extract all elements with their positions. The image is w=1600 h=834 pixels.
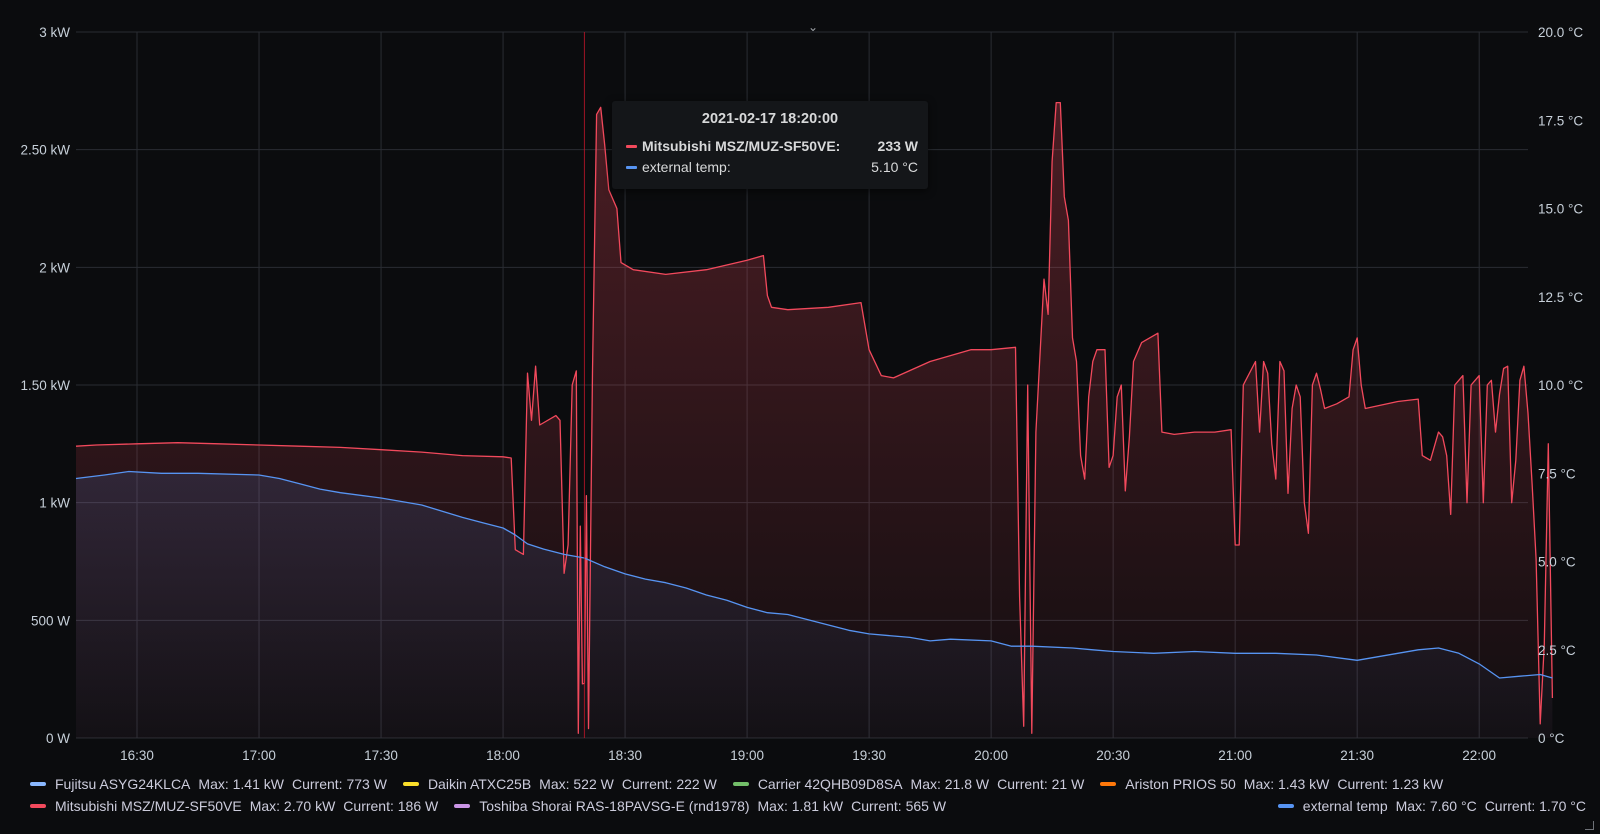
legend-series-name: Toshiba Shorai RAS-18PAVSG-E (rnd1978) bbox=[479, 798, 750, 814]
legend-row-2: Mitsubishi MSZ/MUZ-SF50VE Max: 2.70 kW Cur… bbox=[30, 797, 962, 815]
x-tick-label: 19:00 bbox=[730, 748, 764, 763]
x-tick-label: 20:30 bbox=[1096, 748, 1130, 763]
legend-swatch bbox=[1100, 782, 1117, 786]
x-tick-label: 19:30 bbox=[852, 748, 886, 763]
legend-series-name: Mitsubishi MSZ/MUZ-SF50VE bbox=[55, 798, 242, 814]
y-left-tick-label: 1.50 kW bbox=[20, 378, 70, 393]
x-tick-label: 22:00 bbox=[1462, 748, 1496, 763]
tooltip-series-value: 233 W bbox=[877, 138, 918, 154]
resize-handle-icon[interactable] bbox=[1585, 821, 1594, 830]
x-tick-label: 17:00 bbox=[242, 748, 276, 763]
tooltip-row-external-temp: external temp: 5.10 °C bbox=[626, 158, 918, 176]
legend-item-mitsubishi[interactable]: Mitsubishi MSZ/MUZ-SF50VE Max: 2.70 kW Cur… bbox=[30, 798, 438, 814]
legend-swatch bbox=[454, 804, 471, 808]
legend-current: Current: 1.70 °C bbox=[1484, 798, 1586, 814]
legend-item-external-temp[interactable]: external temp Max: 7.60 °C Current: 1.70 °… bbox=[1277, 798, 1586, 814]
tooltip-swatch bbox=[626, 165, 637, 169]
tooltip-series-name: Mitsubishi MSZ/MUZ-SF50VE: bbox=[642, 138, 841, 154]
legend-item-toshiba[interactable]: Toshiba Shorai RAS-18PAVSG-E (rnd1978) Ma… bbox=[454, 798, 946, 814]
x-tick-label: 16:30 bbox=[120, 748, 154, 763]
legend-right-axis: external temp Max: 7.60 °C Current: 1.70 °… bbox=[1277, 797, 1586, 815]
legend-swatch bbox=[30, 782, 46, 786]
legend-series-name: Daikin ATXC25B bbox=[427, 776, 532, 792]
x-tick-label: 21:00 bbox=[1218, 748, 1252, 763]
y-right-tick-label: 17.5 °C bbox=[1538, 113, 1583, 128]
tooltip-row-mitsubishi: Mitsubishi MSZ/MUZ-SF50VE: 233 W bbox=[626, 137, 918, 155]
series-area-external-temp bbox=[76, 471, 1553, 738]
tooltip-series-name: external temp: bbox=[642, 159, 731, 175]
legend-swatch bbox=[732, 782, 749, 786]
series-line-external-temp bbox=[75, 470, 1553, 679]
hover-tooltip: 2021-02-17 18:20:00 Mitsubishi MSZ/MUZ-S… bbox=[612, 101, 928, 189]
y-right-tick-label: 15.0 °C bbox=[1538, 202, 1583, 217]
x-tick-label: 17:30 bbox=[364, 748, 398, 763]
legend-item-carrier[interactable]: Carrier 42QHB09D8SA Max: 21.8 W Current: 2… bbox=[732, 776, 1085, 792]
legend-current: Current: 1.23 kW bbox=[1337, 776, 1444, 792]
y-left-tick-label: 1 kW bbox=[39, 496, 70, 511]
x-tick-label: 21:30 bbox=[1340, 748, 1374, 763]
y-right-tick-label: 2.5 °C bbox=[1538, 643, 1576, 658]
legend-series-name: external temp bbox=[1302, 798, 1388, 814]
y-left-tick-label: 2.50 kW bbox=[20, 143, 70, 158]
y-right-tick-label: 12.5 °C bbox=[1538, 290, 1583, 305]
x-tick-label: 18:30 bbox=[608, 748, 642, 763]
legend-series-name: Ariston PRIOS 50 bbox=[1125, 776, 1236, 792]
y-left-tick-label: 500 W bbox=[31, 613, 70, 628]
x-tick-label: 18:00 bbox=[486, 748, 520, 763]
legend-current: Current: 773 W bbox=[292, 776, 387, 792]
legend-swatch bbox=[30, 804, 46, 808]
y-left-tick-label: 3 kW bbox=[39, 25, 70, 40]
legend-max: Max: 21.8 W bbox=[910, 776, 990, 792]
legend-max: Max: 2.70 kW bbox=[249, 798, 336, 814]
legend-row-1: Fujitsu ASYG24KLCA Max: 1.41 kW Current: 7… bbox=[30, 775, 1459, 793]
legend-max: Max: 1.81 kW bbox=[757, 798, 844, 814]
legend-series-name: Fujitsu ASYG24KLCA bbox=[55, 776, 191, 792]
tooltip-title: 2021-02-17 18:20:00 bbox=[701, 111, 839, 127]
legend-item-fujitsu[interactable]: Fujitsu ASYG24KLCA Max: 1.41 kW Current: 7… bbox=[30, 776, 387, 792]
legend-current: Current: 222 W bbox=[621, 776, 717, 792]
y-left-tick-label: 2 kW bbox=[39, 260, 70, 275]
y-right-tick-label: 0 °C bbox=[1538, 731, 1565, 746]
tooltip-swatch bbox=[626, 144, 637, 148]
legend-current: Current: 186 W bbox=[343, 798, 439, 814]
legend-swatch bbox=[402, 782, 419, 786]
y-right-tick-label: 5.0 °C bbox=[1538, 555, 1576, 570]
legend-item-ariston[interactable]: Ariston PRIOS 50 Max: 1.43 kW Current: 1.2… bbox=[1100, 776, 1443, 792]
tooltip-series-value: 5.10 °C bbox=[871, 159, 918, 175]
legend-swatch bbox=[1277, 804, 1294, 808]
y-right-tick-label: 7.5 °C bbox=[1538, 466, 1576, 481]
chevron-down-icon[interactable]: ⌄ bbox=[808, 20, 819, 34]
legend-max: Max: 7.60 °C bbox=[1395, 798, 1477, 814]
series-line-mitsubishi bbox=[75, 101, 1554, 734]
legend-series-name: Carrier 42QHB09D8SA bbox=[757, 776, 903, 792]
legend-max: Max: 1.43 kW bbox=[1243, 776, 1330, 792]
legend-max: Max: 1.41 kW bbox=[198, 776, 284, 792]
legend-item-daikin[interactable]: Daikin ATXC25B Max: 522 W Current: 222 W bbox=[402, 776, 717, 792]
legend-current: Current: 21 W bbox=[997, 776, 1085, 792]
y-right-tick-label: 20.0 °C bbox=[1538, 25, 1583, 40]
x-tick-label: 20:00 bbox=[974, 748, 1008, 763]
legend-current: Current: 565 W bbox=[851, 798, 947, 814]
legend-max: Max: 522 W bbox=[539, 776, 614, 792]
y-right-tick-label: 10.0 °C bbox=[1538, 378, 1583, 393]
y-left-tick-label: 0 W bbox=[46, 731, 70, 746]
